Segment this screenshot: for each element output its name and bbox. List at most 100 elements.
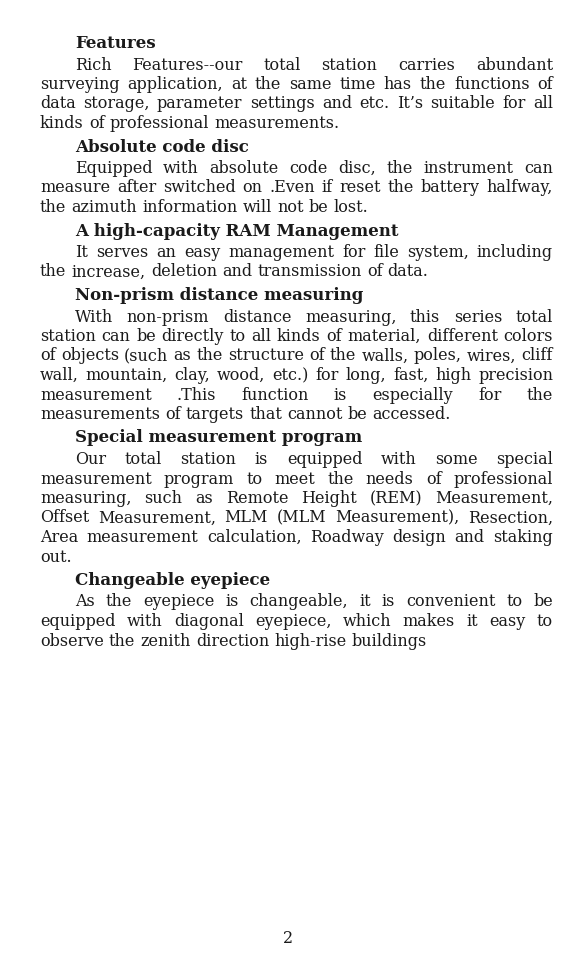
Text: etc.): etc.) (272, 367, 309, 384)
Text: can: can (524, 160, 553, 177)
Text: including: including (477, 244, 553, 261)
Text: disc,: disc, (338, 160, 376, 177)
Text: after: after (117, 180, 156, 196)
Text: Non-prism distance measuring: Non-prism distance measuring (75, 287, 364, 304)
Text: MLM: MLM (224, 509, 268, 527)
Text: absolute: absolute (209, 160, 279, 177)
Text: .This: .This (177, 387, 216, 404)
Text: to: to (246, 471, 263, 488)
Text: of: of (40, 348, 55, 364)
Text: series: series (454, 309, 502, 325)
Text: data: data (40, 96, 76, 112)
Text: zenith: zenith (141, 632, 191, 650)
Text: Measurement,: Measurement, (435, 490, 553, 507)
Text: diagonal: diagonal (174, 613, 243, 630)
Text: to: to (230, 328, 246, 345)
Text: objects: objects (61, 348, 119, 364)
Text: Measurement),: Measurement), (335, 509, 459, 527)
Text: Features--our: Features--our (132, 57, 243, 73)
Text: the: the (40, 264, 66, 280)
Text: high-rise: high-rise (275, 632, 347, 650)
Text: is: is (255, 451, 268, 468)
Text: fast,: fast, (393, 367, 428, 384)
Text: convenient: convenient (406, 593, 495, 611)
Text: the: the (196, 348, 223, 364)
Text: surveying: surveying (40, 76, 119, 93)
Text: cannot: cannot (287, 406, 343, 423)
Text: with: with (163, 160, 199, 177)
Text: can: can (102, 328, 130, 345)
Text: non-prism: non-prism (127, 309, 209, 325)
Text: all: all (252, 328, 271, 345)
Text: kinds: kinds (40, 115, 84, 132)
Text: wall,: wall, (40, 367, 79, 384)
Text: it: it (359, 593, 370, 611)
Text: Resection,: Resection, (468, 509, 553, 527)
Text: of: of (426, 471, 441, 488)
Text: with: with (127, 613, 163, 630)
Text: and: and (455, 529, 485, 546)
Text: this: this (410, 309, 440, 325)
Text: .Even: .Even (269, 180, 315, 196)
Text: azimuth: azimuth (72, 199, 137, 216)
Text: lost.: lost. (334, 199, 368, 216)
Text: Offset: Offset (40, 509, 89, 527)
Text: be: be (309, 199, 328, 216)
Text: (REM): (REM) (369, 490, 422, 507)
Text: high: high (435, 367, 471, 384)
Text: Area: Area (40, 529, 78, 546)
Text: mountain,: mountain, (85, 367, 168, 384)
Text: is: is (381, 593, 395, 611)
Text: transmission: transmission (257, 264, 362, 280)
Text: design: design (392, 529, 446, 546)
Text: wood,: wood, (217, 367, 265, 384)
Text: if: if (321, 180, 333, 196)
Text: the: the (419, 76, 446, 93)
Text: of: of (367, 264, 383, 280)
Text: function: function (241, 387, 309, 404)
Text: directly: directly (162, 328, 224, 345)
Text: distance: distance (223, 309, 291, 325)
Text: measurement: measurement (87, 529, 198, 546)
Text: observe: observe (40, 632, 104, 650)
Text: measurements: measurements (40, 406, 160, 423)
Text: information: information (143, 199, 238, 216)
Text: (such: (such (124, 348, 168, 364)
Text: especially: especially (372, 387, 453, 404)
Text: suitable: suitable (430, 96, 495, 112)
Text: instrument: instrument (424, 160, 514, 177)
Text: buildings: buildings (352, 632, 427, 650)
Text: and: and (222, 264, 252, 280)
Text: clay,: clay, (175, 367, 211, 384)
Text: precision: precision (478, 367, 553, 384)
Text: eyepiece: eyepiece (143, 593, 214, 611)
Text: makes: makes (403, 613, 455, 630)
Text: Remote: Remote (226, 490, 288, 507)
Text: walls,: walls, (361, 348, 409, 364)
Text: equipped: equipped (40, 613, 115, 630)
Text: the: the (527, 387, 553, 404)
Text: for: for (503, 96, 526, 112)
Text: It’s: It’s (397, 96, 423, 112)
Text: be: be (348, 406, 368, 423)
Text: on: on (242, 180, 263, 196)
Text: for: for (478, 387, 501, 404)
Text: Height: Height (301, 490, 357, 507)
Text: same: same (289, 76, 332, 93)
Text: the: the (109, 632, 136, 650)
Text: at: at (231, 76, 247, 93)
Text: switched: switched (163, 180, 235, 196)
Text: total: total (516, 309, 553, 325)
Text: be: be (533, 593, 553, 611)
Text: easy: easy (489, 613, 526, 630)
Text: professional: professional (454, 471, 553, 488)
Text: Special measurement program: Special measurement program (75, 430, 362, 446)
Text: easy: easy (184, 244, 220, 261)
Text: for: for (316, 367, 339, 384)
Text: total: total (125, 451, 162, 468)
Text: A high-capacity RAM Management: A high-capacity RAM Management (75, 223, 399, 239)
Text: different: different (427, 328, 498, 345)
Text: an: an (156, 244, 176, 261)
Text: Absolute code disc: Absolute code disc (75, 139, 249, 155)
Text: Roadway: Roadway (310, 529, 384, 546)
